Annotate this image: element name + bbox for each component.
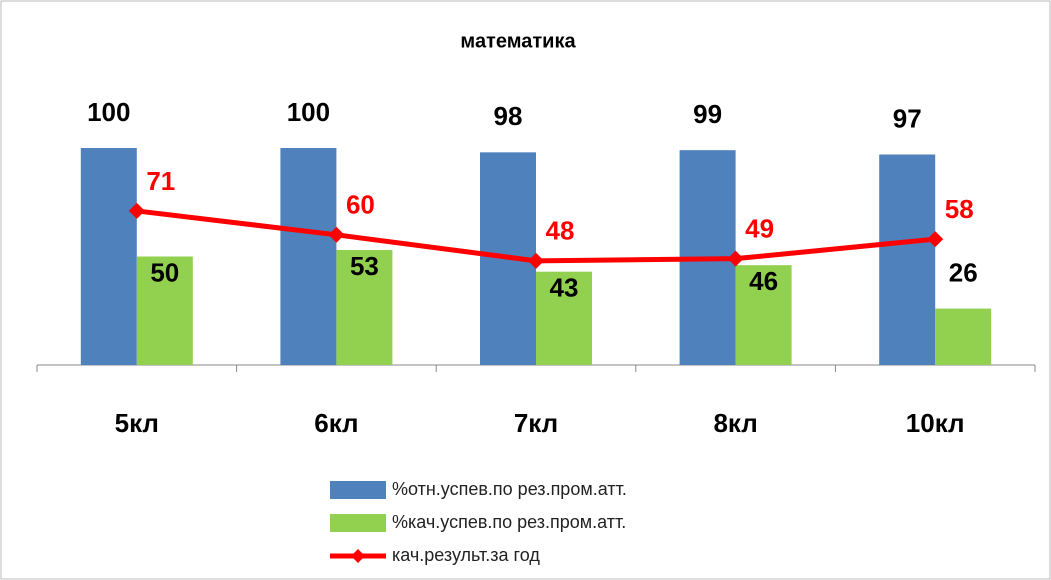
x-tick-label: 6кл — [314, 408, 358, 438]
bar — [935, 308, 992, 365]
data-label: 49 — [745, 214, 774, 244]
legend-swatch — [351, 549, 365, 563]
data-label: 99 — [693, 99, 722, 129]
data-label: 43 — [550, 273, 579, 303]
bar — [336, 249, 393, 365]
x-tick-label: 8кл — [713, 408, 757, 438]
x-tick-label: 7кл — [514, 408, 558, 438]
bar — [536, 271, 592, 365]
data-label: 98 — [494, 101, 523, 131]
data-label: 46 — [749, 266, 778, 296]
bar — [735, 265, 792, 365]
bar — [80, 148, 137, 365]
data-label: 50 — [150, 257, 179, 287]
line-marker — [328, 226, 345, 243]
legend-label: %кач.успев.по рез.пром.атт. — [392, 512, 626, 532]
legend-label: %отн.успев.по рез.пром.атт. — [392, 479, 627, 499]
data-label: 100 — [87, 97, 130, 127]
data-label: 58 — [945, 194, 974, 224]
legend-swatch — [330, 514, 386, 532]
legend-label: кач.результ.за год — [392, 545, 540, 565]
chart-title: математика — [460, 30, 576, 52]
bar — [879, 154, 936, 365]
data-label: 53 — [350, 251, 379, 281]
bar — [280, 148, 337, 365]
data-label: 48 — [546, 216, 575, 246]
data-label: 60 — [346, 190, 375, 220]
legend-swatch — [330, 481, 386, 499]
data-label: 100 — [287, 97, 330, 127]
bar — [136, 256, 193, 365]
line-marker — [528, 252, 544, 269]
data-label: 26 — [949, 257, 978, 287]
x-tick-label: 5кл — [115, 408, 159, 438]
line-marker — [927, 231, 944, 248]
data-label: 71 — [146, 166, 175, 196]
data-label: 97 — [893, 103, 922, 133]
x-tick-label: 10кл — [906, 408, 965, 438]
line-marker — [727, 250, 744, 267]
line-marker — [128, 202, 145, 219]
